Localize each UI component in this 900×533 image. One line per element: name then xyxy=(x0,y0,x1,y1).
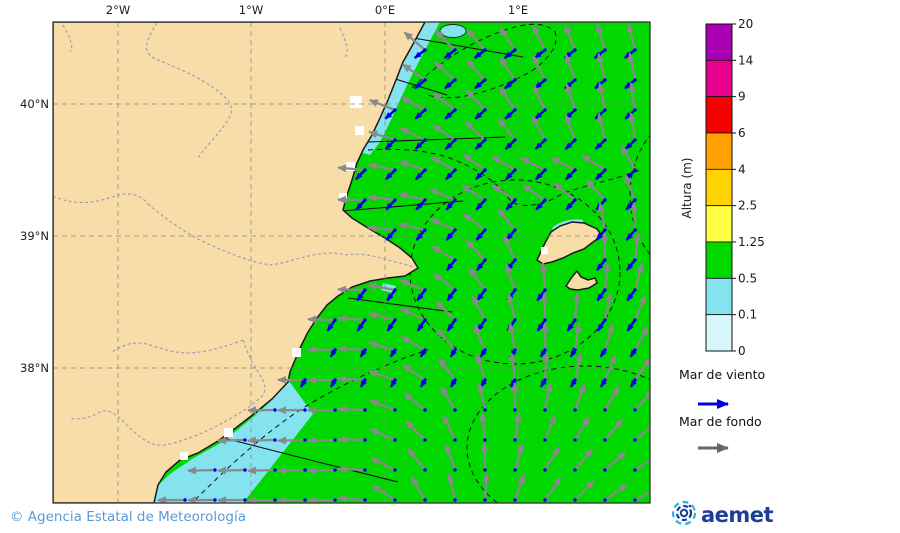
map-body xyxy=(53,22,650,503)
wave-arrows-layer xyxy=(157,22,650,503)
axis-label-lon-2w: 2°W xyxy=(106,3,130,17)
colorbar-ticks: 20 14 9 6 4 2.5 1.25 0.5 0.1 0 xyxy=(732,17,765,358)
copyright-text: © Agencia Estatal de Meteorología xyxy=(10,509,246,525)
colorbar: Altura (m) 20 14 9 6 4 2.5 1.25 0.5 0.1 0 xyxy=(680,17,765,358)
colorbar-bands xyxy=(705,23,733,352)
axis-labels: 2°W 1°W 0°E 1°E 40°N 39°N 38°N xyxy=(20,3,528,375)
svg-text:6: 6 xyxy=(738,126,746,140)
arrow-legend: Mar de viento Mar de fondo xyxy=(679,367,765,453)
svg-text:9: 9 xyxy=(738,90,746,104)
map-frame xyxy=(52,21,651,504)
axis-label-lon-1w: 1°W xyxy=(239,3,263,17)
aemet-logo-icon xyxy=(671,500,697,526)
legend-wind-label: Mar de viento xyxy=(679,367,765,382)
svg-text:14: 14 xyxy=(738,53,753,67)
svg-text:0.5: 0.5 xyxy=(738,271,757,285)
colorbar-title: Altura (m) xyxy=(680,157,694,218)
axis-label-lat-38n: 38°N xyxy=(20,361,49,375)
svg-text:1.25: 1.25 xyxy=(738,235,765,249)
legend-swell-label: Mar de fondo xyxy=(679,414,762,429)
svg-text:4: 4 xyxy=(738,162,746,176)
axis-label-lat-40n: 40°N xyxy=(20,97,49,111)
axis-label-lat-39n: 39°N xyxy=(20,229,49,243)
aemet-logo: aemet xyxy=(671,500,774,527)
axis-label-lon-1e: 1°E xyxy=(508,3,528,17)
graticule xyxy=(53,22,650,503)
island-formentera xyxy=(564,269,598,291)
axis-label-lon-0e: 0°E xyxy=(375,3,395,17)
svg-text:0.1: 0.1 xyxy=(738,308,757,322)
svg-text:0: 0 xyxy=(738,344,746,358)
albufera-lagoon xyxy=(439,24,467,38)
aemet-logo-text: aemet xyxy=(701,503,774,527)
admin-borders xyxy=(53,22,417,446)
svg-text:20: 20 xyxy=(738,17,753,31)
svg-text:2.5: 2.5 xyxy=(738,199,757,213)
